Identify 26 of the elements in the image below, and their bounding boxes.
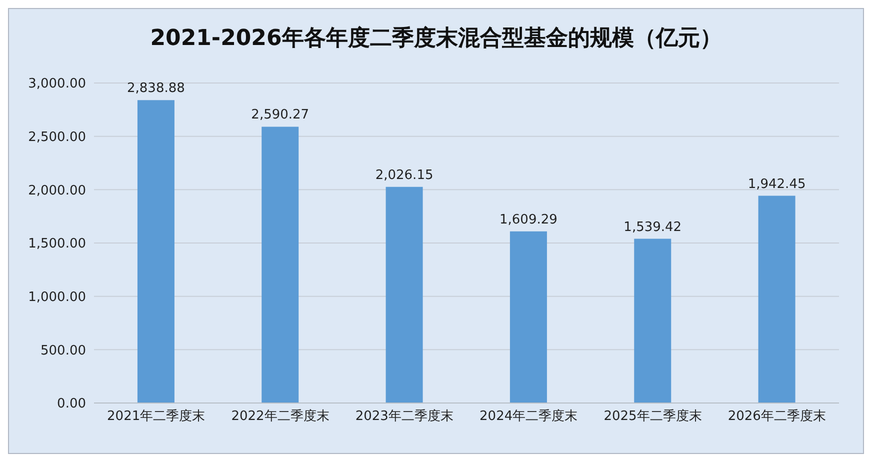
y-tick-label: 1,500.00: [28, 236, 86, 252]
x-tick-label: 2022年二季度末: [231, 408, 330, 424]
x-tick-label: 2026年二季度末: [728, 408, 826, 424]
y-tick-label: 3,000.00: [28, 76, 86, 92]
y-tick-label: 1,000.00: [28, 290, 86, 305]
x-tick-label: 2025年二季度末: [604, 408, 702, 424]
bar: [386, 186, 423, 403]
bar: [510, 231, 547, 403]
data-label: 2,590.27: [251, 108, 310, 123]
x-tick-label: 2021年二季度末: [107, 408, 206, 424]
data-label: 1,539.42: [624, 220, 682, 235]
y-tick-label: 2,500.00: [28, 130, 86, 145]
x-tick-label: 2023年二季度末: [355, 408, 454, 424]
data-label: 1,942.45: [748, 176, 806, 192]
data-label: 2,026.15: [375, 168, 434, 183]
bar: [262, 126, 299, 403]
y-tick-label: 2,000.00: [28, 183, 86, 198]
chart-title: 2021-2026年各年度二季度末混合型基金的规模（亿元）: [149, 24, 723, 53]
data-label: 2,838.88: [127, 81, 185, 96]
bar: [634, 238, 672, 403]
y-tick-label: 500.00: [40, 343, 86, 358]
data-label: 1,609.29: [500, 212, 558, 228]
bar: [758, 196, 796, 403]
y-tick-label: 0.00: [57, 396, 86, 412]
x-tick-label: 2024年二季度末: [480, 408, 578, 424]
bar: [137, 100, 174, 403]
